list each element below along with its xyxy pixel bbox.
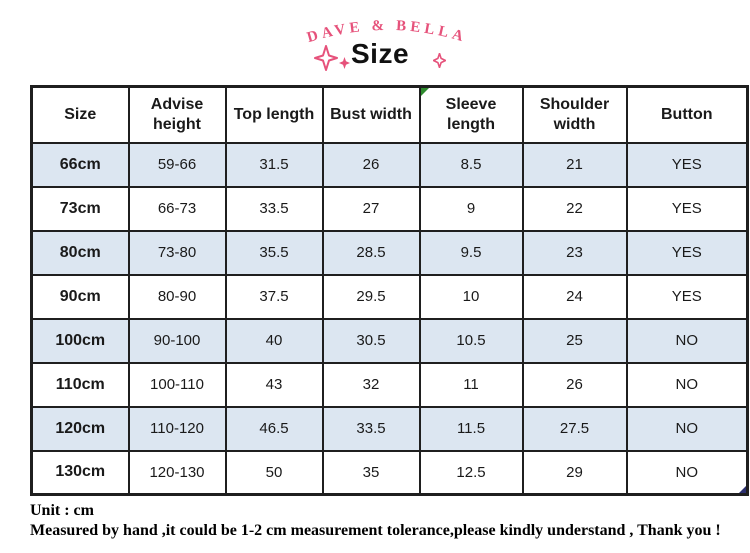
cell-sleeve-length: 10 bbox=[418, 273, 524, 320]
sparkle-icon bbox=[339, 57, 350, 69]
cell-size: 130cm bbox=[30, 449, 130, 496]
table-row: 66cm 59-66 31.5 26 8.5 21 YES bbox=[30, 141, 749, 188]
table-row: 120cm 110-120 46.5 33.5 11.5 27.5 NO bbox=[30, 405, 749, 452]
cell-advise-height: 100-110 bbox=[127, 361, 227, 408]
table-row: 100cm 90-100 40 30.5 10.5 25 NO bbox=[30, 317, 749, 364]
cell-size: 80cm bbox=[30, 229, 130, 276]
cell-advise-height: 110-120 bbox=[127, 405, 227, 452]
cell-advise-height: 90-100 bbox=[127, 317, 227, 364]
cell-bust-width: 26 bbox=[321, 141, 421, 188]
cell-size: 73cm bbox=[30, 185, 130, 232]
header-row: Size Advise height Top length Bust width… bbox=[30, 85, 749, 144]
cell-top-length: 50 bbox=[224, 449, 324, 496]
cell-shoulder-width: 22 bbox=[521, 185, 628, 232]
sparkle-icon bbox=[314, 45, 338, 71]
col-header-top-length: Top length bbox=[224, 85, 324, 144]
table-row: 80cm 73-80 35.5 28.5 9.5 23 YES bbox=[30, 229, 749, 276]
cell-top-length: 31.5 bbox=[224, 141, 324, 188]
cell-top-length: 46.5 bbox=[224, 405, 324, 452]
cell-sleeve-length: 9 bbox=[418, 185, 524, 232]
cell-advise-height: 66-73 bbox=[127, 185, 227, 232]
cell-corner-flag-icon bbox=[739, 486, 746, 493]
col-header-size: Size bbox=[30, 85, 130, 144]
cell-shoulder-width: 21 bbox=[521, 141, 628, 188]
sparkle-icon bbox=[433, 53, 446, 68]
cell-sleeve-length: 11.5 bbox=[418, 405, 524, 452]
cell-advise-height: 120-130 bbox=[127, 449, 227, 496]
cell-shoulder-width: 25 bbox=[521, 317, 628, 364]
cell-advise-height: 80-90 bbox=[127, 273, 227, 320]
cell-sleeve-length: 9.5 bbox=[418, 229, 524, 276]
col-header-bust-width: Bust width bbox=[321, 85, 421, 144]
cell-button: NO bbox=[625, 317, 749, 364]
cell-button: NO bbox=[625, 361, 749, 408]
cell-size: 110cm bbox=[30, 361, 130, 408]
footer-note: Unit : cm Measured by hand ,it could be … bbox=[30, 501, 742, 540]
cell-top-length: 40 bbox=[224, 317, 324, 364]
cell-size: 90cm bbox=[30, 273, 130, 320]
cell-button: NO bbox=[625, 449, 749, 496]
cell-shoulder-width: 29 bbox=[521, 449, 628, 496]
col-header-advise-height: Advise height bbox=[127, 85, 227, 144]
cell-top-length: 37.5 bbox=[224, 273, 324, 320]
cell-bust-width: 30.5 bbox=[321, 317, 421, 364]
cell-size: 66cm bbox=[30, 141, 130, 188]
cell-bust-width: 33.5 bbox=[321, 405, 421, 452]
col-header-shoulder-width: Shoulder width bbox=[521, 85, 628, 144]
cell-sleeve-length: 8.5 bbox=[418, 141, 524, 188]
cell-button: YES bbox=[625, 229, 749, 276]
table-row: 130cm 120-130 50 35 12.5 29 NO bbox=[30, 449, 749, 496]
cell-shoulder-width: 23 bbox=[521, 229, 628, 276]
col-header-sleeve-length-label: Sleeve length bbox=[445, 95, 497, 133]
cell-sleeve-length: 12.5 bbox=[418, 449, 524, 496]
cell-button: NO bbox=[625, 405, 749, 452]
cell-size: 120cm bbox=[30, 405, 130, 452]
cell-shoulder-width: 27.5 bbox=[521, 405, 628, 452]
tolerance-note: Measured by hand ,it could be 1-2 cm mea… bbox=[30, 521, 721, 539]
cell-size: 100cm bbox=[30, 317, 130, 364]
brand-logo: DAVE & BELLA bbox=[305, 18, 465, 46]
cell-button: YES bbox=[625, 185, 749, 232]
cell-top-length: 33.5 bbox=[224, 185, 324, 232]
unit-label: Unit : cm bbox=[30, 502, 94, 519]
cell-top-length: 43 bbox=[224, 361, 324, 408]
cell-shoulder-width: 26 bbox=[521, 361, 628, 408]
table-row: 90cm 80-90 37.5 29.5 10 24 YES bbox=[30, 273, 749, 320]
cell-flag-icon bbox=[420, 88, 429, 96]
cell-button: YES bbox=[625, 273, 749, 320]
page-title: Size bbox=[350, 38, 410, 69]
size-table: Size Advise height Top length Bust width… bbox=[30, 85, 749, 496]
cell-bust-width: 35 bbox=[321, 449, 421, 496]
cell-shoulder-width: 24 bbox=[521, 273, 628, 320]
col-header-button: Button bbox=[625, 85, 749, 144]
cell-button-value: NO bbox=[675, 463, 699, 481]
cell-bust-width: 27 bbox=[321, 185, 421, 232]
cell-top-length: 35.5 bbox=[224, 229, 324, 276]
cell-advise-height: 59-66 bbox=[127, 141, 227, 188]
cell-advise-height: 73-80 bbox=[127, 229, 227, 276]
cell-button: YES bbox=[625, 141, 749, 188]
cell-bust-width: 32 bbox=[321, 361, 421, 408]
col-header-sleeve-length: Sleeve length bbox=[418, 85, 524, 144]
cell-sleeve-length: 11 bbox=[418, 361, 524, 408]
cell-bust-width: 28.5 bbox=[321, 229, 421, 276]
cell-sleeve-length: 10.5 bbox=[418, 317, 524, 364]
table-row: 73cm 66-73 33.5 27 9 22 YES bbox=[30, 185, 749, 232]
table-row: 110cm 100-110 43 32 11 26 NO bbox=[30, 361, 749, 408]
cell-bust-width: 29.5 bbox=[321, 273, 421, 320]
